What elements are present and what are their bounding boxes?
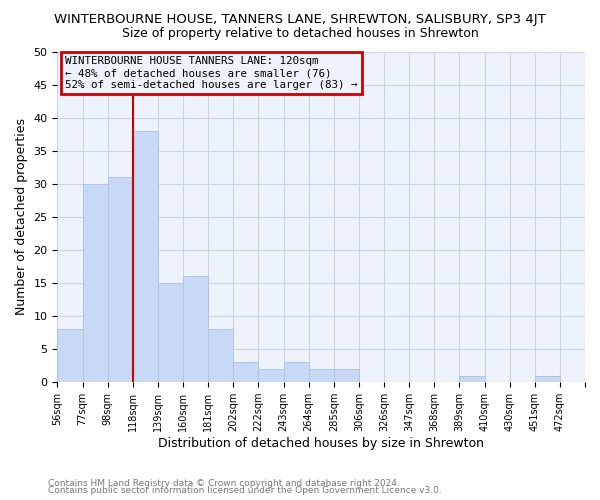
Bar [107,177,133,382]
Bar [133,131,158,382]
Text: WINTERBOURNE HOUSE TANNERS LANE: 120sqm
← 48% of detached houses are smaller (76: WINTERBOURNE HOUSE TANNERS LANE: 120sqm … [65,56,358,90]
Bar [259,369,284,382]
Bar [284,362,308,382]
Text: Size of property relative to detached houses in Shrewton: Size of property relative to detached ho… [122,28,478,40]
Bar [334,369,359,382]
Bar [158,283,183,382]
Bar [208,330,233,382]
Text: WINTERBOURNE HOUSE, TANNERS LANE, SHREWTON, SALISBURY, SP3 4JT: WINTERBOURNE HOUSE, TANNERS LANE, SHREWT… [54,12,546,26]
Bar [58,330,83,382]
Text: Contains public sector information licensed under the Open Government Licence v3: Contains public sector information licen… [48,486,442,495]
Bar [308,369,334,382]
Bar [460,376,485,382]
Bar [233,362,259,382]
Y-axis label: Number of detached properties: Number of detached properties [15,118,28,316]
Bar [535,376,560,382]
X-axis label: Distribution of detached houses by size in Shrewton: Distribution of detached houses by size … [158,437,484,450]
Bar [83,184,107,382]
Text: Contains HM Land Registry data © Crown copyright and database right 2024.: Contains HM Land Registry data © Crown c… [48,478,400,488]
Bar [183,276,208,382]
